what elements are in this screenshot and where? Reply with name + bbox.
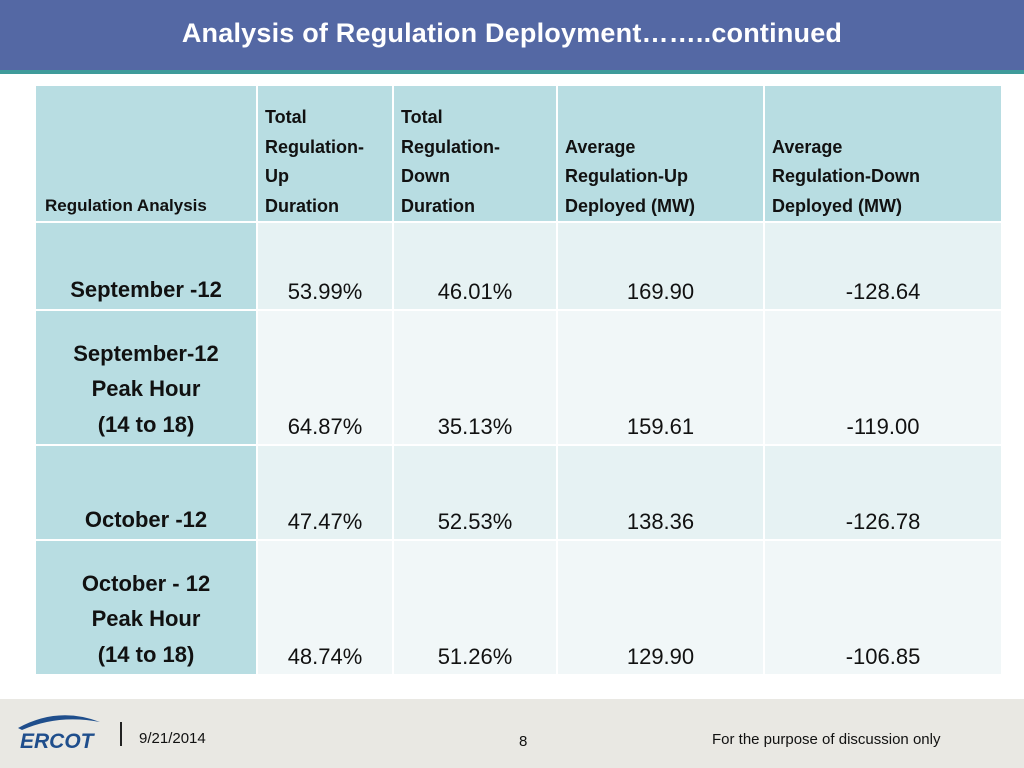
cell-avg-up: 169.90 <box>558 223 763 309</box>
header-total-reg-up-duration: Total Regulation- Up Duration <box>258 86 392 221</box>
header-regulation-analysis: Regulation Analysis <box>36 86 256 221</box>
logo-wordmark: ERCOT <box>20 730 96 753</box>
logo-swoosh <box>18 715 100 730</box>
row-label: September-12 Peak Hour (14 to 18) <box>36 311 256 444</box>
page-number: 8 <box>519 733 528 750</box>
table-header-row: Regulation Analysis Total Regulation- Up… <box>36 86 1001 221</box>
table-row: October - 12 Peak Hour (14 to 18) 48.74%… <box>36 541 1001 674</box>
cell-avg-up: 138.36 <box>558 446 763 539</box>
regulation-table: Regulation Analysis Total Regulation- Up… <box>34 84 1003 676</box>
cell-up-duration: 64.87% <box>258 311 392 444</box>
header-total-reg-down-duration: Total Regulation- Down Duration <box>394 86 556 221</box>
cell-up-duration: 48.74% <box>258 541 392 674</box>
cell-avg-down: -119.00 <box>765 311 1001 444</box>
cell-avg-up: 129.90 <box>558 541 763 674</box>
header-avg-reg-up-deployed: Average Regulation-Up Deployed (MW) <box>558 86 763 221</box>
table-row: October -12 47.47% 52.53% 138.36 -126.78 <box>36 446 1001 539</box>
row-label: September -12 <box>36 223 256 309</box>
row-label: October -12 <box>36 446 256 539</box>
table-row: September -12 53.99% 46.01% 169.90 -128.… <box>36 223 1001 309</box>
cell-up-duration: 47.47% <box>258 446 392 539</box>
footer-date: 9/21/2014 <box>139 730 206 747</box>
cell-avg-down: -106.85 <box>765 541 1001 674</box>
header-avg-reg-down-deployed: Average Regulation-Down Deployed (MW) <box>765 86 1001 221</box>
ercot-logo: ERCOT <box>18 715 100 753</box>
cell-up-duration: 53.99% <box>258 223 392 309</box>
title-bar: Analysis of Regulation Deployment……..con… <box>0 0 1024 74</box>
cell-avg-up: 159.61 <box>558 311 763 444</box>
cell-down-duration: 52.53% <box>394 446 556 539</box>
cell-down-duration: 51.26% <box>394 541 556 674</box>
row-label: October - 12 Peak Hour (14 to 18) <box>36 541 256 674</box>
cell-avg-down: -126.78 <box>765 446 1001 539</box>
slide-title: Analysis of Regulation Deployment……..con… <box>181 17 843 48</box>
cell-down-duration: 46.01% <box>394 223 556 309</box>
cell-avg-down: -128.64 <box>765 223 1001 309</box>
table-row: September-12 Peak Hour (14 to 18) 64.87%… <box>36 311 1001 444</box>
cell-down-duration: 35.13% <box>394 311 556 444</box>
footer-band <box>0 699 1024 768</box>
footer-disclaimer: For the purpose of discussion only <box>712 731 941 748</box>
footer-divider <box>120 722 122 746</box>
